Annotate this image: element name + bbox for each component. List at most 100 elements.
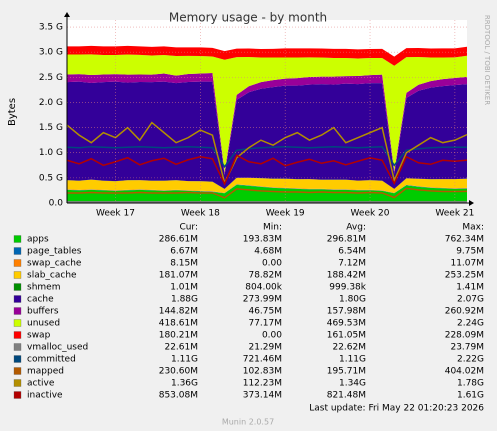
legend-header: Cur: — [179, 223, 198, 233]
legend-label: swap_cache — [27, 259, 82, 269]
legend-value: 260.92M — [445, 307, 484, 317]
legend-value: 157.98M — [327, 307, 366, 317]
legend-label: unused — [27, 319, 60, 329]
legend-value: 4.68M — [254, 247, 282, 257]
legend-value: 181.07M — [159, 271, 198, 281]
watermark: RRDTOOL / TOBI OETIKER — [483, 15, 491, 105]
legend-value: 2.07G — [457, 295, 484, 305]
legend-label: inactive — [27, 391, 63, 401]
x-tick-label: Week 17 — [96, 209, 135, 219]
legend-value: 22.62M — [332, 343, 366, 353]
legend-value: 1.41M — [456, 283, 484, 293]
legend-value: 469.53M — [327, 319, 366, 329]
legend-label: shmem — [27, 283, 60, 293]
chart-title: Memory usage - by month — [169, 11, 327, 25]
legend-value: 418.61M — [159, 319, 198, 329]
legend-value: 253.25M — [445, 271, 484, 281]
legend-value: 2.22G — [457, 355, 484, 365]
legend-swatch — [13, 307, 22, 315]
area — [67, 184, 467, 203]
legend-header: Avg: — [346, 223, 366, 233]
y-tick-label: 3.0 G — [39, 48, 63, 58]
legend-value: 0.00 — [262, 331, 282, 341]
legend-swatch — [13, 283, 22, 291]
y-tick-label: 1.0 G — [39, 148, 63, 158]
legend-value: 144.82M — [159, 307, 198, 317]
legend-value: 404.02M — [445, 367, 484, 377]
y-tick-label: 1.5 G — [39, 123, 63, 133]
x-tick-label: Week 21 — [435, 209, 474, 219]
legend-value: 999.38k — [329, 283, 366, 293]
legend: Cur: Min: Avg: Max: apps 286.61M 193.83M 296.81… — [13, 223, 484, 401]
legend-value: 9.75M — [456, 247, 484, 257]
legend-value: 1.01M — [170, 283, 198, 293]
legend-value: 1.88G — [171, 295, 198, 305]
legend-swatch — [13, 271, 22, 279]
legend-label: cache — [27, 295, 54, 305]
legend-swatch — [13, 355, 22, 363]
area — [67, 177, 467, 193]
line — [66, 145, 467, 169]
legend-value: 195.71M — [327, 367, 366, 377]
area — [67, 54, 467, 173]
legend-value: 1.11G — [339, 355, 366, 365]
plot — [66, 20, 468, 204]
area — [67, 45, 467, 66]
legend-value: 22.61M — [164, 343, 198, 353]
line — [66, 121, 468, 186]
version: Munin 2.0.57 — [222, 418, 274, 427]
legend-value: 1.11G — [171, 355, 198, 365]
legend-label: mapped — [27, 367, 64, 377]
legend-label: committed — [27, 355, 76, 365]
legend-value: 193.83M — [243, 235, 282, 245]
legend-value: 23.79M — [450, 343, 484, 353]
legend-swatch — [13, 259, 22, 267]
legend-value: 273.99M — [243, 295, 282, 305]
legend-label: buffers — [27, 307, 59, 317]
legend-swatch — [13, 235, 22, 243]
area — [67, 81, 467, 189]
y-tick-label: 0.5 G — [39, 173, 63, 183]
legend-value: 7.12M — [338, 259, 366, 269]
legend-value: 8.15M — [170, 259, 198, 269]
legend-swatch — [13, 379, 22, 387]
y-tick-label: 3.5 G — [39, 23, 63, 33]
legend-value: 11.07M — [450, 259, 484, 269]
legend-value: 804.00k — [245, 283, 282, 293]
legend-value: 21.29M — [248, 343, 282, 353]
legend-value: 112.23M — [243, 379, 282, 389]
legend-value: 1.78G — [457, 379, 484, 389]
last-update: Last update: Fri May 22 01:20:23 2026 — [309, 404, 484, 414]
x-tick-label: Week 18 — [181, 209, 220, 219]
x-tick-label: Week 19 — [266, 209, 305, 219]
x-tick-label: Week 20 — [351, 209, 390, 219]
legend-value: 1.80G — [339, 295, 366, 305]
legend-value: 78.82M — [248, 271, 282, 281]
legend-swatch — [13, 343, 22, 351]
legend-value: 1.36G — [171, 379, 198, 389]
legend-value: 46.75M — [248, 307, 282, 317]
legend-value: 188.42M — [327, 271, 366, 281]
legend-swatch — [13, 367, 22, 375]
legend-value: 373.14M — [243, 391, 282, 401]
y-tick-label: 2.0 G — [39, 98, 63, 108]
legend-value: 180.21M — [159, 331, 198, 341]
legend-value: 2.24G — [457, 319, 484, 329]
legend-value: 77.17M — [248, 319, 282, 329]
legend-header: Min: — [263, 223, 282, 233]
legend-value: 1.61G — [457, 391, 484, 401]
y-axis-label: Bytes — [7, 98, 18, 126]
legend-label: slab_cache — [27, 271, 77, 281]
legend-value: 102.83M — [243, 367, 282, 377]
legend-swatch — [13, 295, 22, 303]
legend-value: 1.34G — [339, 379, 366, 389]
legend-swatch — [13, 319, 22, 327]
legend-label: active — [27, 379, 55, 389]
legend-value: 6.67M — [170, 247, 198, 257]
legend-value: 286.61M — [159, 235, 198, 245]
area — [67, 73, 467, 175]
legend-value: 853.08M — [159, 391, 198, 401]
legend-value: 721.46M — [243, 355, 282, 365]
legend-value: 230.60M — [159, 367, 198, 377]
